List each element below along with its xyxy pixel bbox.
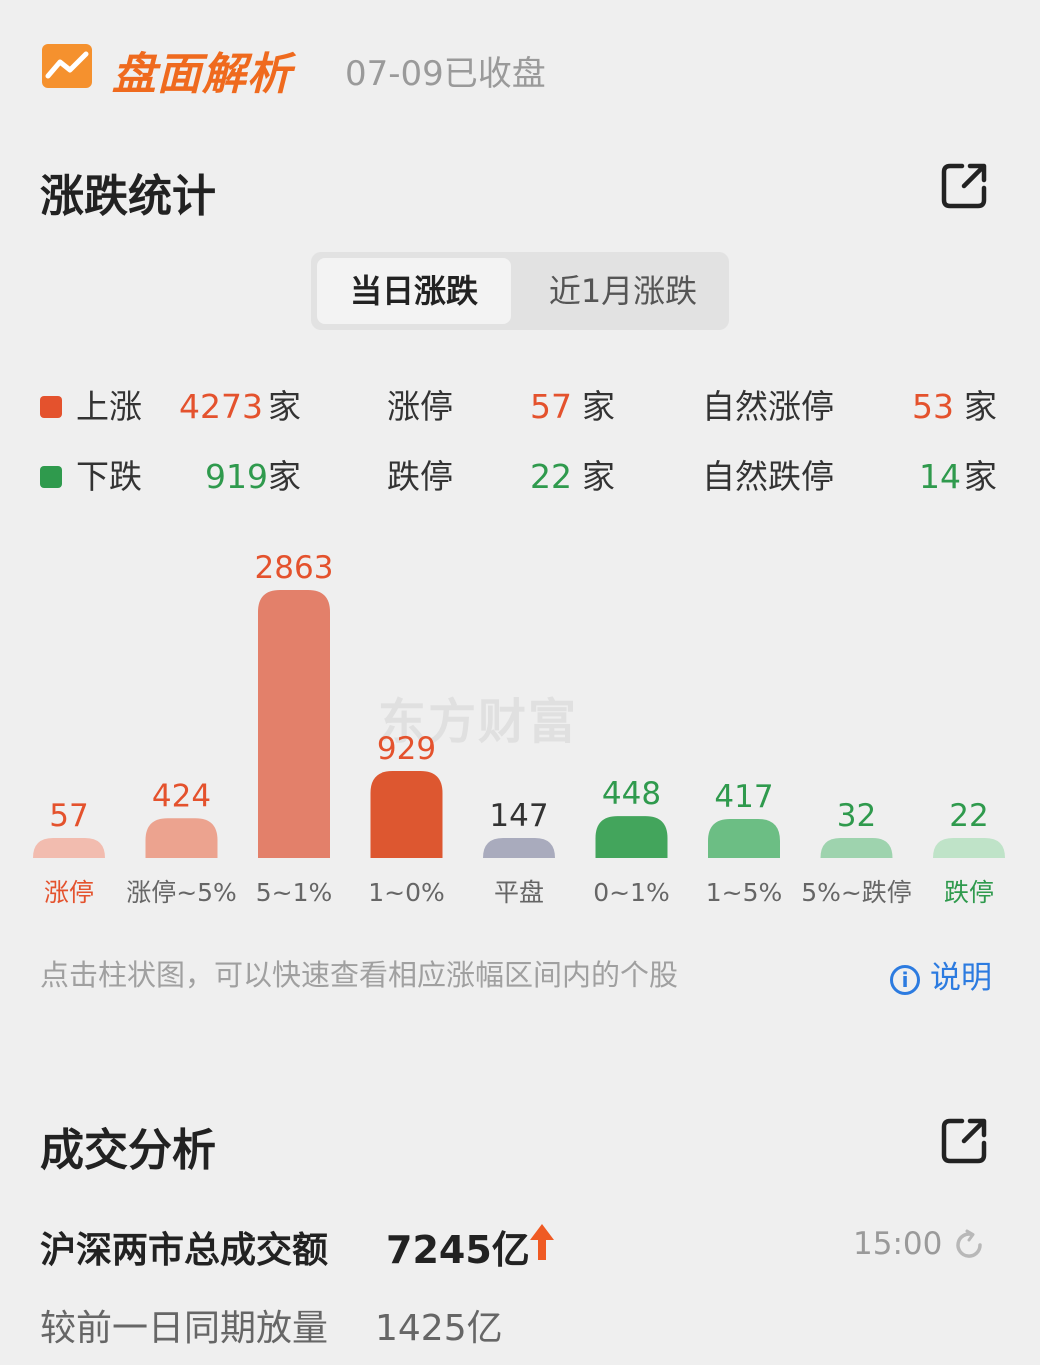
refresh-icon[interactable] — [952, 1228, 986, 1262]
chart-bar[interactable] — [483, 838, 555, 858]
volume-compare-value: 1425亿 — [375, 1308, 503, 1349]
chart-bar[interactable] — [370, 771, 443, 858]
natural-limit-up-label: 自然涨停 — [702, 387, 834, 426]
down-legend-dot — [40, 466, 62, 488]
bar-value-label: 2863 — [255, 550, 334, 586]
bar-category-label[interactable]: 0~1% — [593, 878, 670, 907]
down-unit: 家 — [268, 457, 301, 496]
limit-down-count: 22 — [530, 457, 572, 496]
rise-fall-distribution-chart: 57 涨停 424 涨停~5% 2863 5~1% 929 1~0% 147 平盘 448 0~1% 4… — [33, 550, 1005, 907]
watermark: 东方财富 — [378, 694, 579, 750]
chart-bar[interactable] — [33, 838, 105, 858]
chart-bar[interactable] — [820, 838, 893, 858]
bar-category-label[interactable]: 涨停~5% — [126, 878, 237, 907]
down-count: 919 — [205, 457, 268, 496]
bar-value-label: 929 — [377, 731, 436, 767]
tab-last-month[interactable]: 近1月涨跌 — [548, 272, 698, 310]
limit-up-label: 涨停 — [387, 387, 453, 426]
external-link-icon[interactable] — [938, 158, 992, 212]
bar-category-label[interactable]: 5%~跌停 — [801, 878, 912, 907]
up-label: 上涨 — [76, 387, 142, 426]
explain-link[interactable]: i 说明 — [890, 952, 992, 997]
date-status: 07-09已收盘 — [345, 54, 546, 94]
explain-label: 说明 — [930, 960, 992, 996]
limit-up-count: 57 — [530, 387, 572, 426]
up-legend-dot — [40, 396, 62, 418]
up-unit: 家 — [268, 387, 301, 426]
bar-value-label: 424 — [152, 778, 211, 814]
bar-value-label: 22 — [949, 798, 988, 834]
bar-value-label: 57 — [49, 798, 88, 834]
info-icon: i — [890, 964, 920, 995]
up-arrow-icon — [530, 1224, 554, 1260]
turnover-total-label: 沪深两市总成交额 — [40, 1230, 329, 1271]
limit-down-unit: 家 — [582, 457, 615, 496]
natural-limit-down-count: 14 — [919, 457, 961, 496]
volume-compare-label: 较前一日同期放量 — [40, 1308, 329, 1349]
bar-category-label[interactable]: 平盘 — [494, 878, 544, 907]
limit-up-unit: 家 — [582, 387, 615, 426]
natural-limit-up-unit: 家 — [964, 387, 997, 426]
bar-value-label: 417 — [714, 779, 773, 815]
turnover-total-value: 7245亿 — [386, 1228, 530, 1272]
period-tabs: 当日涨跌 近1月涨跌 — [311, 252, 729, 330]
limit-down-label: 跌停 — [387, 457, 453, 496]
bar-category-label[interactable]: 跌停 — [944, 878, 994, 907]
bar-value-label: 32 — [837, 798, 876, 834]
up-count: 4273 — [179, 387, 263, 426]
tab-today[interactable]: 当日涨跌 — [317, 258, 511, 324]
chart-hint: 点击柱状图，可以快速查看相应涨幅区间内的个股 — [40, 958, 679, 992]
rise-fall-title: 涨跌统计 — [40, 171, 216, 222]
update-time: 15:00 — [853, 1226, 943, 1262]
down-label: 下跌 — [76, 457, 142, 496]
chart-bar[interactable] — [258, 590, 330, 858]
chart-bar[interactable] — [933, 838, 1005, 858]
bar-category-label[interactable]: 1~0% — [368, 878, 445, 907]
bar-value-label: 147 — [489, 798, 548, 834]
natural-limit-up-count: 53 — [912, 387, 954, 426]
chart-bar[interactable] — [708, 818, 780, 858]
brand-title: 盘面解析 — [112, 49, 292, 100]
trend-chart-icon — [42, 44, 92, 88]
bar-category-label[interactable]: 1~5% — [706, 878, 783, 907]
turnover-title: 成交分析 — [40, 1125, 216, 1176]
bar-category-label[interactable]: 5~1% — [256, 878, 333, 907]
natural-limit-down-unit: 家 — [964, 457, 997, 496]
bar-value-label: 448 — [602, 776, 661, 812]
chart-bar[interactable] — [145, 818, 218, 858]
bar-category-label[interactable]: 涨停 — [44, 878, 94, 907]
natural-limit-down-label: 自然跌停 — [702, 457, 834, 496]
chart-bar[interactable] — [595, 816, 668, 858]
external-link-icon[interactable] — [938, 1113, 992, 1167]
